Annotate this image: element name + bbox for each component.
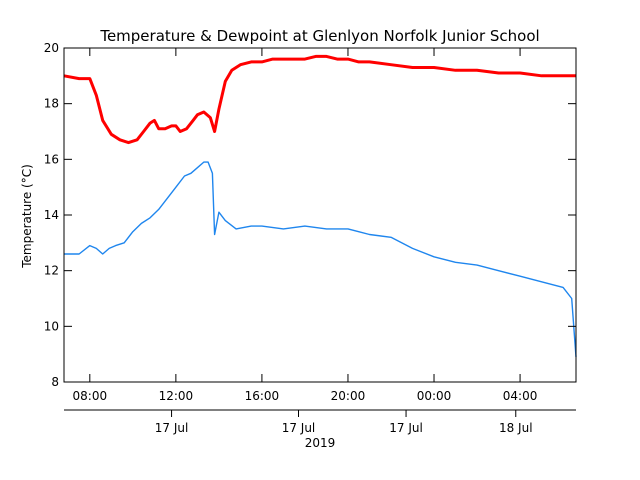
y-tick-label: 8 — [51, 375, 59, 389]
x-tick-label: 20:00 — [331, 389, 366, 403]
x-tick-label: 16:00 — [245, 389, 280, 403]
date-tick-label: 17 Jul — [389, 421, 423, 435]
series-line-1 — [63, 54, 576, 145]
x-tick-label: 08:00 — [73, 389, 108, 403]
y-tick-label: 18 — [44, 97, 59, 111]
plot-frame — [63, 47, 577, 383]
y-axis-title: Temperature (°C) — [20, 164, 34, 269]
x-tick-label: 04:00 — [503, 389, 538, 403]
y-tick-label: 10 — [44, 319, 59, 333]
series-line-2 — [64, 161, 577, 357]
x-tick-label: 12:00 — [159, 389, 194, 403]
x-tick-label: 00:00 — [417, 389, 452, 403]
y-tick-label: 20 — [44, 41, 59, 55]
date-tick-label: 17 Jul — [282, 421, 316, 435]
date-tick-label: 18 Jul — [499, 421, 533, 435]
y-tick-label: 12 — [44, 264, 59, 278]
chart-title: Temperature & Dewpoint at Glenlyon Norfo… — [99, 27, 539, 45]
y-tick-label: 16 — [44, 152, 59, 166]
y-tick-label: 14 — [44, 208, 59, 222]
date-tick-label: 17 Jul — [155, 421, 189, 435]
year-label: 2019 — [305, 436, 336, 450]
